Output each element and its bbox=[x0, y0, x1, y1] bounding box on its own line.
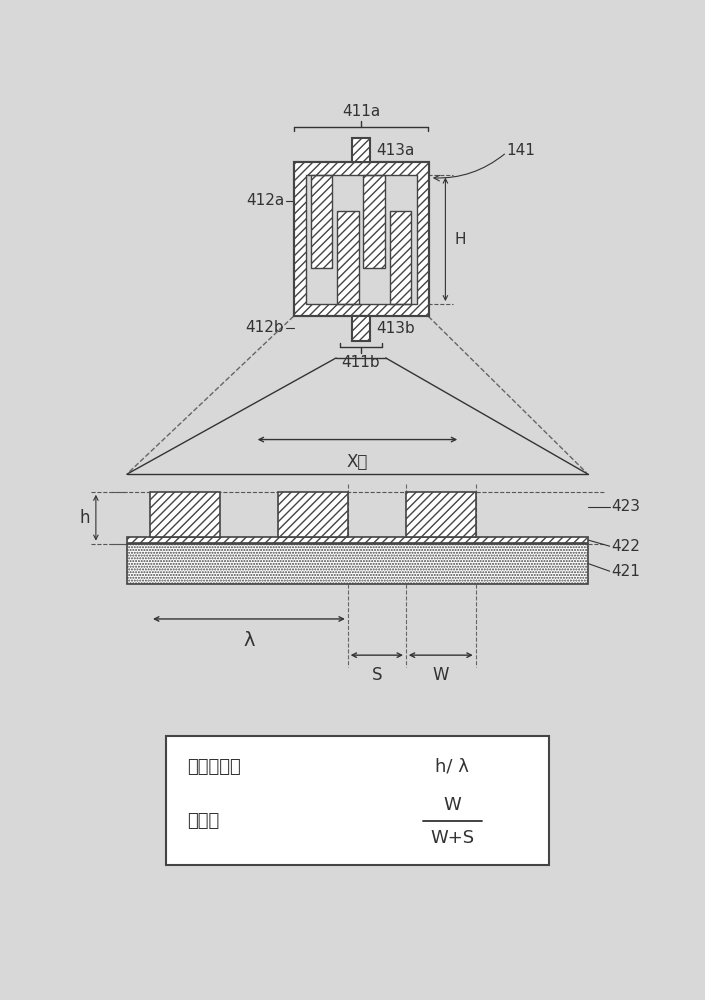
Text: 413b: 413b bbox=[376, 321, 415, 336]
Bar bbox=[363, 175, 385, 268]
Text: 占空比: 占空比 bbox=[188, 812, 219, 830]
Text: 412b: 412b bbox=[245, 320, 284, 335]
Text: h: h bbox=[79, 509, 90, 527]
Bar bbox=[127, 537, 588, 544]
Text: 411b: 411b bbox=[342, 355, 380, 370]
Text: 422: 422 bbox=[611, 539, 640, 554]
Bar bbox=[150, 492, 220, 537]
Bar bbox=[390, 211, 411, 304]
Text: 421: 421 bbox=[611, 564, 640, 579]
Bar bbox=[352, 138, 370, 162]
Bar bbox=[127, 544, 588, 584]
Bar bbox=[352, 316, 370, 341]
Bar bbox=[293, 162, 429, 316]
Text: S: S bbox=[372, 666, 382, 684]
Text: 141: 141 bbox=[507, 143, 536, 158]
Text: 413a: 413a bbox=[376, 143, 415, 158]
Text: λ: λ bbox=[243, 631, 255, 650]
Text: 412a: 412a bbox=[246, 193, 284, 208]
Bar bbox=[337, 211, 359, 304]
Text: X轴: X轴 bbox=[347, 453, 368, 471]
Text: 标准化膜厉: 标准化膜厉 bbox=[188, 758, 241, 776]
Text: W: W bbox=[432, 666, 449, 684]
Bar bbox=[406, 492, 476, 537]
Text: 411a: 411a bbox=[342, 104, 380, 119]
Text: H: H bbox=[455, 232, 466, 247]
Bar bbox=[293, 162, 429, 316]
Text: 423: 423 bbox=[611, 499, 640, 514]
Bar bbox=[306, 175, 417, 304]
Bar bbox=[310, 175, 332, 268]
Text: W: W bbox=[443, 796, 461, 814]
Text: h/ λ: h/ λ bbox=[436, 758, 470, 776]
Bar bbox=[166, 736, 549, 865]
Bar bbox=[306, 175, 417, 304]
Bar bbox=[278, 492, 348, 537]
Text: W+S: W+S bbox=[430, 829, 474, 847]
